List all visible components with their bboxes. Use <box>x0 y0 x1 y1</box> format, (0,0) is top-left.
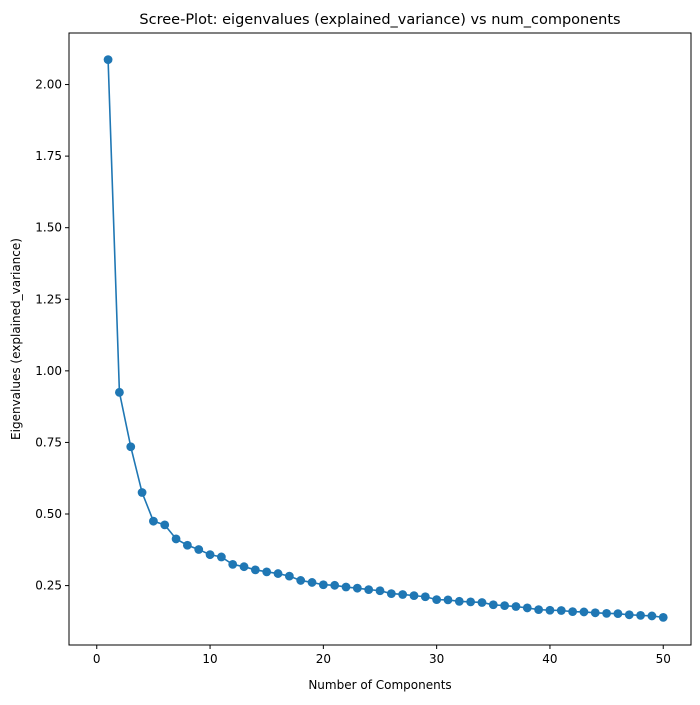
data-point <box>284 571 294 581</box>
data-point <box>273 569 283 578</box>
data-point <box>296 576 306 585</box>
data-point <box>364 585 374 594</box>
data-point <box>602 608 611 618</box>
y-tick-label: 0.75 <box>35 435 62 449</box>
chart-title: Scree-Plot: eigenvalues (explained_varia… <box>139 12 620 28</box>
y-axis: 0.25 0.50 0.75 1.00 1.25 1.50 1.75 2.00 <box>35 78 69 593</box>
data-point <box>216 552 226 562</box>
x-tick-label: 40 <box>542 652 557 666</box>
data-point <box>239 562 249 572</box>
y-tick-label: 2.00 <box>35 78 62 92</box>
data-point <box>545 605 555 615</box>
data-point <box>511 602 521 611</box>
data-point <box>488 600 498 610</box>
data-point <box>250 565 260 575</box>
y-tick-label: 0.25 <box>35 579 62 593</box>
data-point <box>466 597 476 607</box>
data-point <box>307 578 317 587</box>
data-point <box>658 612 668 622</box>
data-point <box>454 596 464 606</box>
data-point <box>624 610 634 620</box>
data-point <box>262 567 272 577</box>
data-point <box>647 611 657 621</box>
data-point <box>579 607 589 617</box>
data-point <box>534 605 544 615</box>
data-point <box>149 516 158 526</box>
data-point <box>171 534 181 544</box>
data-point <box>352 583 362 593</box>
data-point <box>194 545 204 554</box>
data-point <box>590 608 600 618</box>
data-point <box>432 595 442 605</box>
data-point <box>477 598 487 607</box>
data-point <box>137 488 147 497</box>
data-point <box>126 442 136 452</box>
data-point <box>228 560 238 569</box>
y-tick-label: 1.25 <box>35 292 62 306</box>
x-axis: 0 10 20 30 40 50 <box>93 645 671 666</box>
x-tick-label: 30 <box>429 652 444 666</box>
data-point <box>409 591 419 601</box>
data-point <box>443 595 453 605</box>
data-point <box>115 387 124 397</box>
data-point <box>341 582 351 592</box>
data-point <box>103 55 113 65</box>
x-tick-label: 20 <box>316 652 331 666</box>
series-line <box>107 59 664 619</box>
y-tick-label: 1.75 <box>35 149 62 163</box>
data-points <box>103 55 668 622</box>
plot-area-frame <box>68 32 692 646</box>
data-point <box>556 606 566 615</box>
data-point <box>330 580 340 590</box>
y-tick-label: 1.00 <box>35 364 62 378</box>
x-tick-label: 10 <box>202 652 217 666</box>
data-point <box>522 603 532 613</box>
data-point <box>205 550 215 560</box>
data-point <box>182 540 192 550</box>
x-tick-label: 50 <box>656 652 671 666</box>
data-point <box>375 586 385 596</box>
data-point <box>386 589 396 599</box>
data-point <box>500 601 510 611</box>
data-point <box>398 590 408 599</box>
y-axis-label: Eigenvalues (explained_variance) <box>9 238 23 440</box>
data-point <box>636 610 645 620</box>
data-point <box>568 607 578 617</box>
data-point <box>160 520 170 530</box>
data-point <box>318 580 328 590</box>
x-tick-label: 0 <box>93 652 101 666</box>
data-point <box>420 592 430 602</box>
y-tick-label: 1.50 <box>35 221 62 235</box>
data-point <box>613 609 623 619</box>
y-tick-label: 0.50 <box>35 507 62 521</box>
x-axis-label: Number of Components <box>308 678 451 692</box>
